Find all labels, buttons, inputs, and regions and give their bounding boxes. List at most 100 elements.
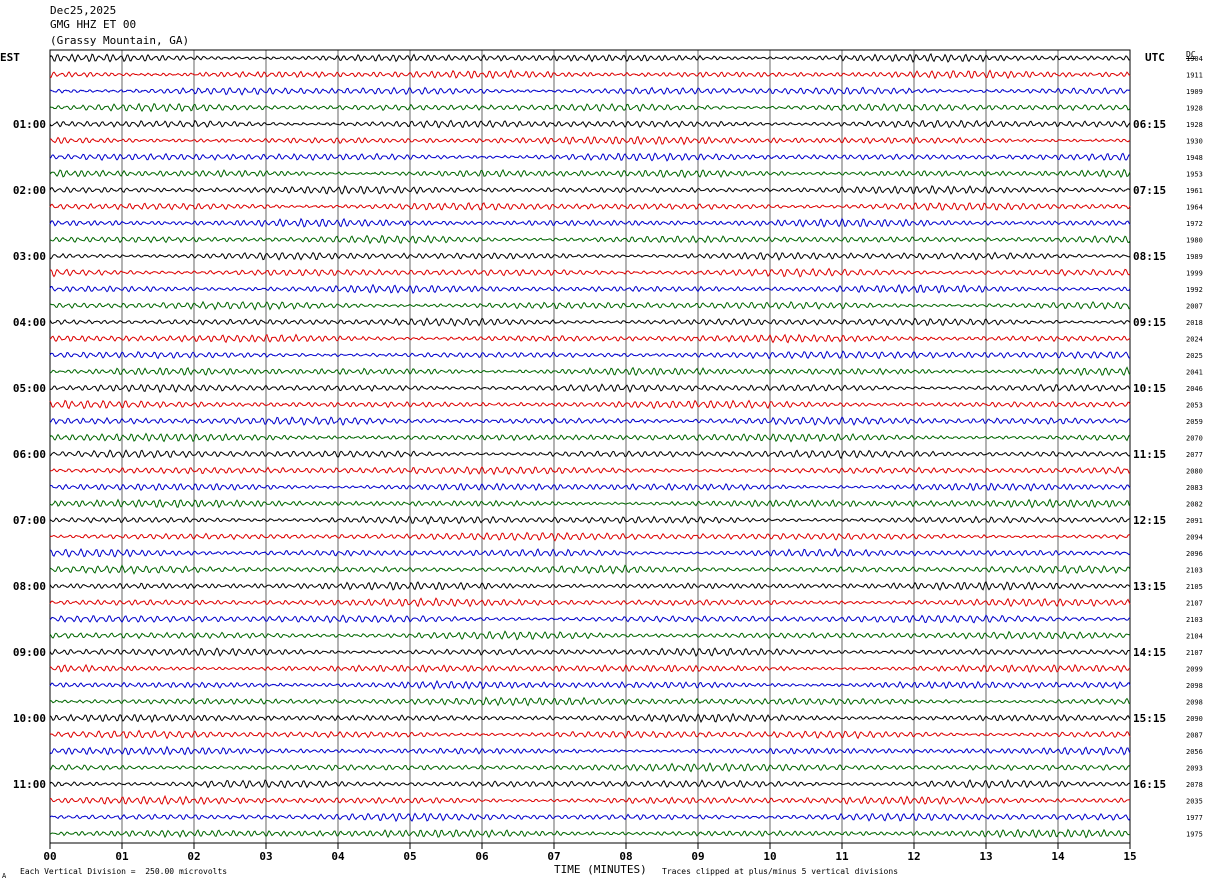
seismic-trace — [49, 614, 1131, 624]
dc-offset-label: 1928 — [1186, 105, 1203, 113]
seismic-trace — [49, 630, 1131, 641]
dc-offset-label: 2091 — [1186, 517, 1203, 525]
dc-offset-label: 2018 — [1186, 319, 1203, 327]
x-tick-label: 14 — [1051, 850, 1065, 863]
scale-note: Each Vertical Division = 250.00 microvol… — [20, 867, 228, 876]
dc-offset-label: 1904 — [1186, 55, 1203, 63]
utc-hour-label: 06:15 — [1133, 118, 1166, 131]
dc-offset-label: 1911 — [1186, 72, 1203, 80]
dc-offset-label: 1989 — [1186, 253, 1203, 261]
x-axis-label: TIME (MINUTES) — [554, 863, 647, 876]
dc-offset-label: 2090 — [1186, 715, 1203, 723]
dc-offset-label: 1975 — [1186, 831, 1203, 839]
x-tick-label: 02 — [187, 850, 200, 863]
dc-offset-label: 1961 — [1186, 187, 1203, 195]
est-hour-label: 10:00 — [13, 712, 46, 725]
seismic-trace — [49, 729, 1131, 740]
seismic-trace — [49, 547, 1131, 558]
seismic-trace — [49, 185, 1131, 195]
x-tick-label: 04 — [331, 850, 345, 863]
seismic-trace — [49, 383, 1131, 394]
seismic-trace — [49, 663, 1131, 673]
seismic-trace — [49, 234, 1131, 245]
dc-offset-label: 2041 — [1186, 369, 1203, 377]
dc-offset-label: 2107 — [1186, 649, 1203, 657]
seismic-trace — [49, 283, 1131, 295]
seismic-trace — [49, 168, 1131, 179]
utc-timezone-label: UTC — [1145, 51, 1165, 64]
est-hour-label: 07:00 — [13, 514, 46, 527]
x-tick-label: 03 — [259, 850, 272, 863]
est-timezone-label: EST — [0, 51, 20, 64]
dc-offset-label: 2087 — [1186, 732, 1203, 740]
utc-hour-label: 11:15 — [1133, 448, 1166, 461]
dc-offset-label: 2098 — [1186, 699, 1203, 707]
seismic-trace — [49, 762, 1131, 773]
corner-mark: A — [2, 872, 7, 880]
est-hour-label: 11:00 — [13, 778, 46, 791]
dc-offset-label: 1953 — [1186, 171, 1203, 179]
x-tick-label: 10 — [763, 850, 776, 863]
seismic-trace — [49, 647, 1131, 657]
seismic-trace — [49, 416, 1131, 426]
seismic-trace — [49, 251, 1131, 261]
seismic-trace — [49, 580, 1131, 591]
seismic-trace — [49, 498, 1131, 509]
x-tick-label: 00 — [43, 850, 56, 863]
dc-offset-label: 2025 — [1186, 352, 1203, 360]
dc-offset-label: 2105 — [1186, 583, 1203, 591]
utc-hour-label: 13:15 — [1133, 580, 1166, 593]
dc-offset-label: 2094 — [1186, 534, 1203, 542]
dc-offset-label: 1999 — [1186, 270, 1203, 278]
seismic-trace — [49, 597, 1131, 608]
seismic-trace — [49, 350, 1131, 360]
seismic-trace — [49, 696, 1131, 707]
x-tick-label: 07 — [547, 850, 560, 863]
seismic-trace — [49, 482, 1131, 492]
x-tick-label: 09 — [691, 850, 704, 863]
record-date: Dec25,2025 — [50, 4, 117, 17]
seismic-trace — [49, 778, 1131, 789]
dc-offset-label: 2083 — [1186, 484, 1203, 492]
x-tick-label: 13 — [979, 850, 992, 863]
seismic-trace — [49, 317, 1131, 327]
seismic-trace — [49, 564, 1131, 575]
utc-hour-label: 09:15 — [1133, 316, 1166, 329]
plot-frame — [49, 49, 1131, 844]
dc-offset-label: 2059 — [1186, 418, 1203, 426]
seismic-trace — [49, 53, 1131, 63]
dc-offset-label: 2077 — [1186, 451, 1203, 459]
x-tick-label: 06 — [475, 850, 489, 863]
dc-offset-label: 2007 — [1186, 303, 1203, 311]
dc-offset-label: 2082 — [1186, 501, 1203, 509]
seismic-trace — [49, 267, 1131, 278]
est-hour-label: 06:00 — [13, 448, 46, 461]
est-hour-label: 03:00 — [13, 250, 46, 263]
dc-offset-label: 1930 — [1186, 138, 1203, 146]
x-tick-label: 12 — [907, 850, 920, 863]
x-tick-label: 11 — [835, 850, 849, 863]
est-hour-label: 09:00 — [13, 646, 46, 659]
utc-hour-label: 16:15 — [1133, 778, 1166, 791]
dc-offset-label: 2070 — [1186, 435, 1203, 443]
dc-offset-label: 1972 — [1186, 220, 1203, 228]
seismic-trace — [49, 102, 1131, 113]
utc-hour-label: 07:15 — [1133, 184, 1166, 197]
seismic-trace — [49, 300, 1131, 311]
x-tick-label: 15 — [1123, 850, 1136, 863]
seismic-trace — [49, 366, 1131, 377]
seismic-trace — [49, 828, 1131, 839]
seismic-trace — [49, 432, 1131, 443]
dc-offset-label: 1928 — [1186, 121, 1203, 129]
dc-offset-label: 2107 — [1186, 600, 1203, 608]
utc-hour-label: 12:15 — [1133, 514, 1166, 527]
x-tick-label: 05 — [403, 850, 416, 863]
seismic-trace — [49, 152, 1131, 162]
seismic-trace — [49, 69, 1131, 80]
station-code: GMG HHZ ET 00 — [50, 18, 137, 31]
utc-hour-label: 10:15 — [1133, 382, 1166, 395]
est-hour-label: 01:00 — [13, 118, 46, 131]
dc-offset-label: 2103 — [1186, 567, 1203, 575]
seismic-trace — [49, 515, 1131, 525]
